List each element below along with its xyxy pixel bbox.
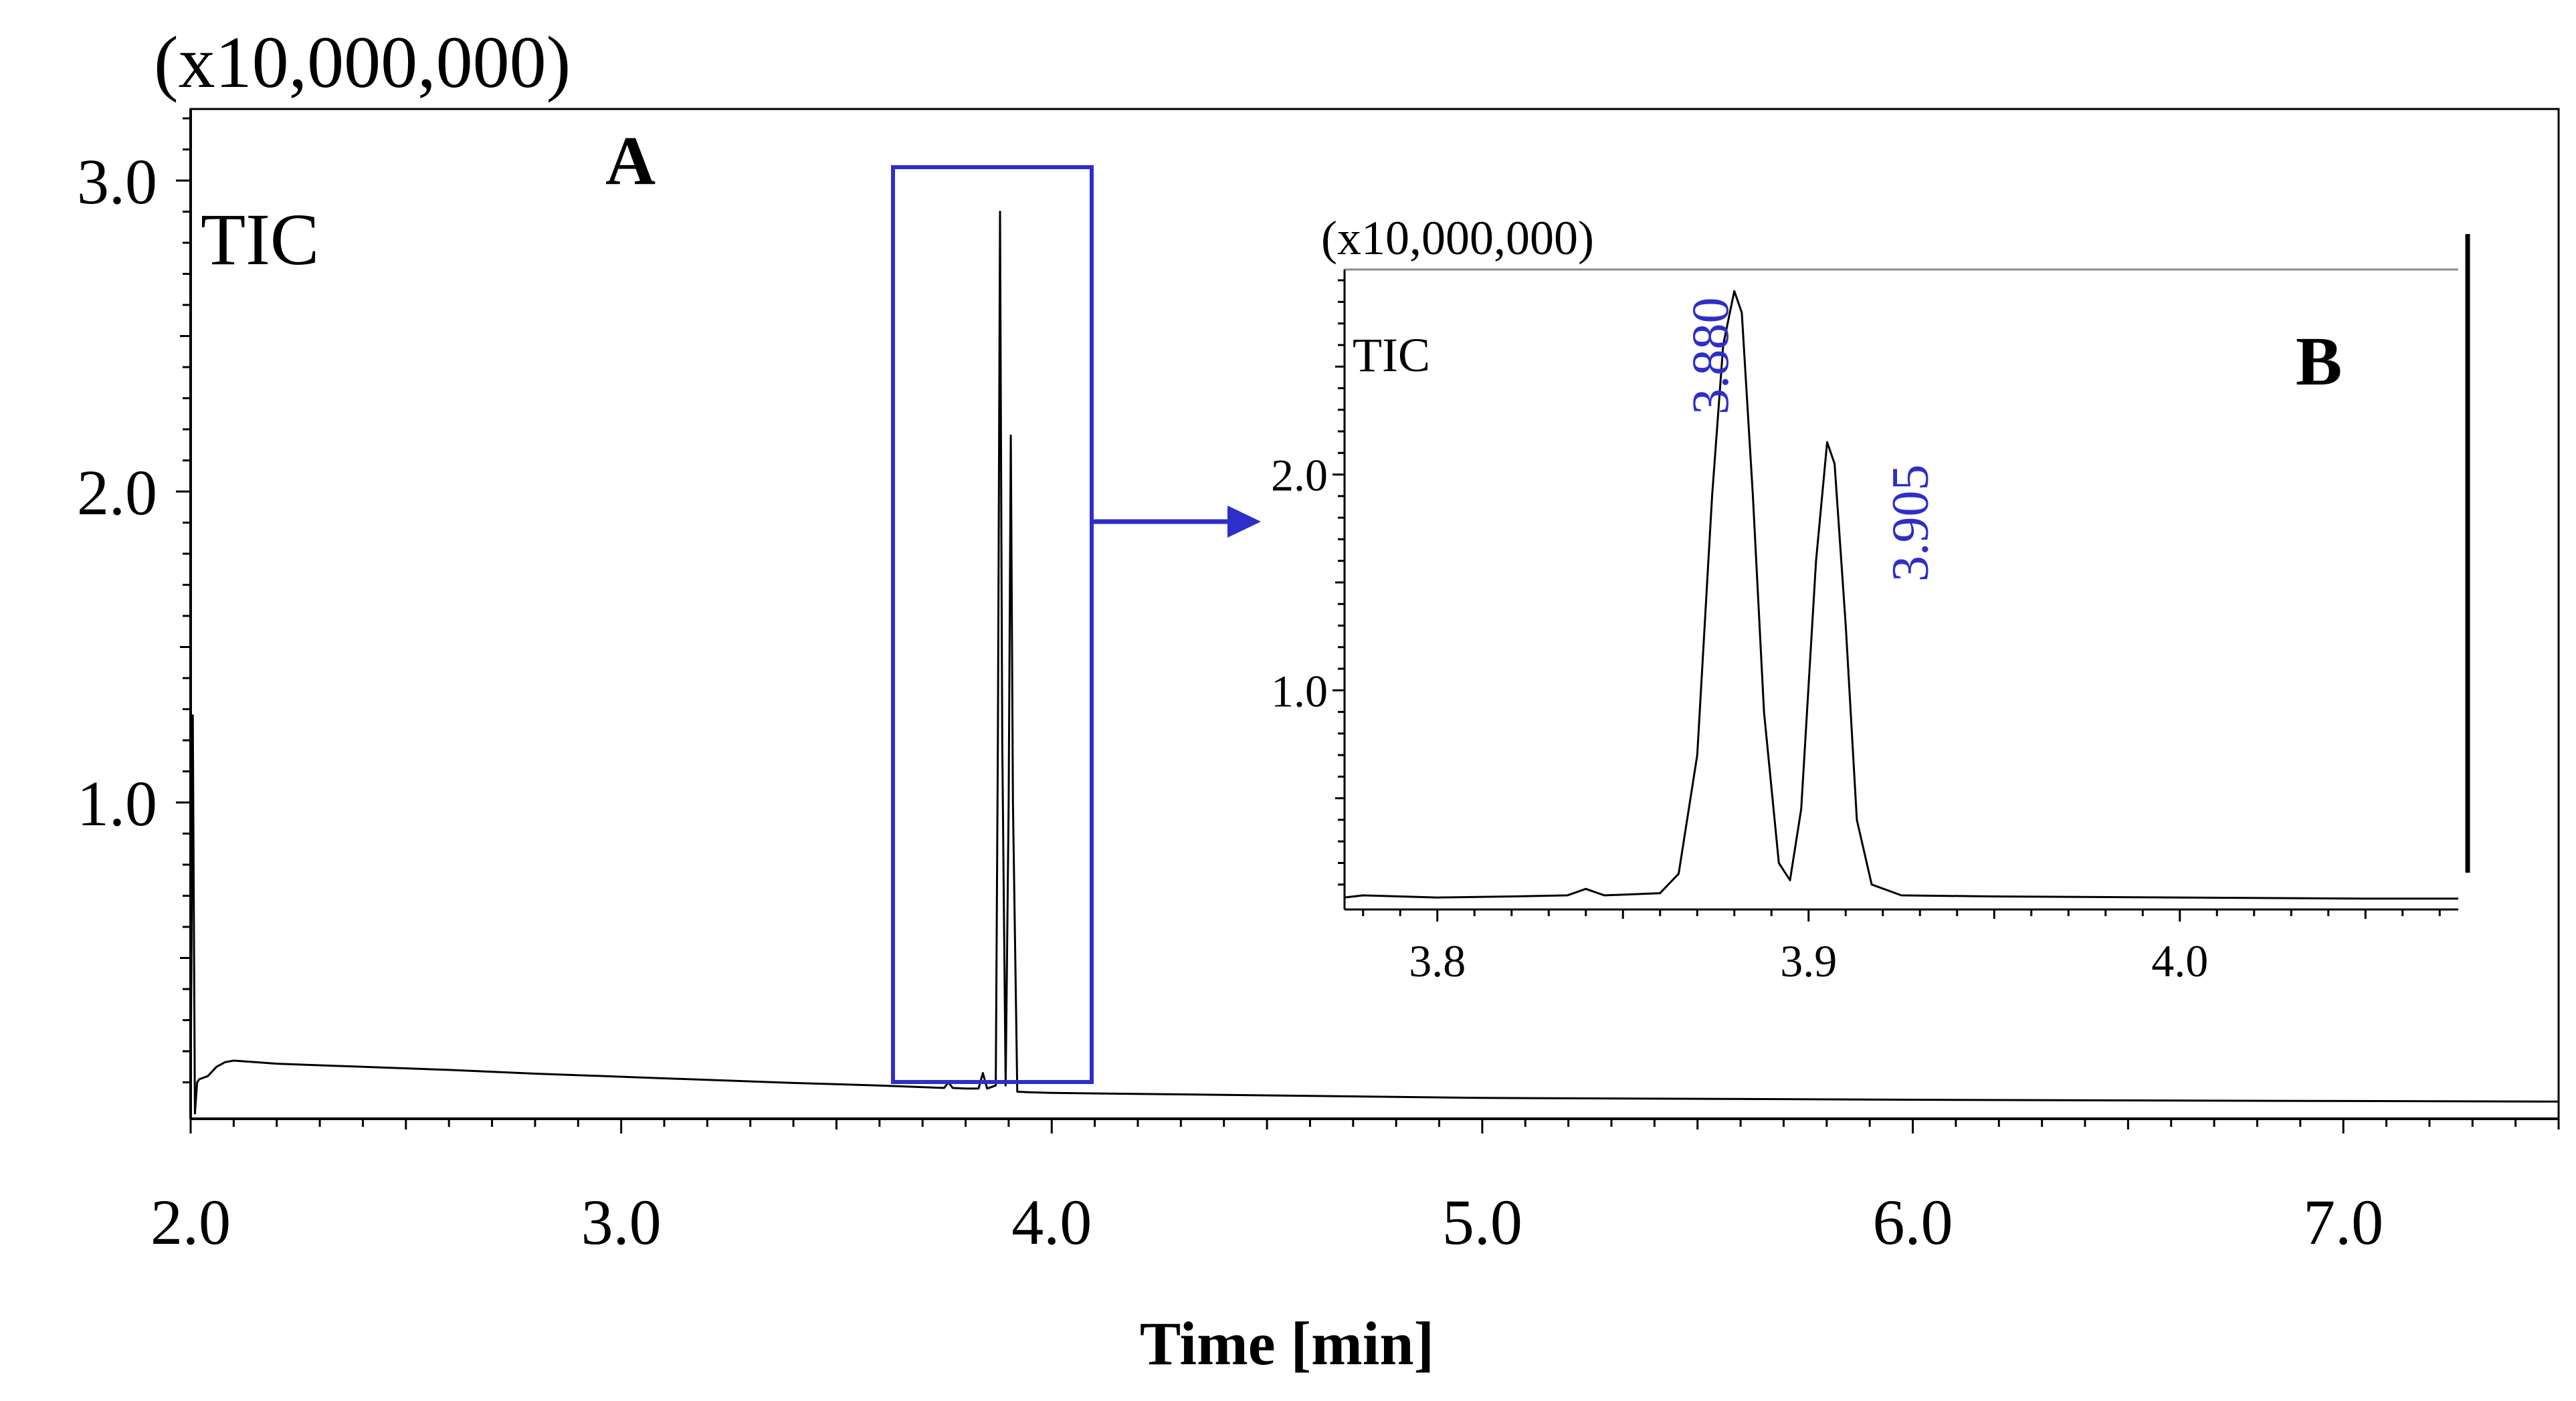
x-tick-label: 3.0 [581,1186,662,1258]
panel-a-x-ticks: 2.0 3.0 4.0 5.0 6.0 7.0 [151,1119,2560,1258]
x-tick-label: 7.0 [2303,1186,2383,1258]
panel-a-tic-trace [189,211,2559,1115]
panel-b-trace-label: TIC [1353,328,1430,382]
x-tick-label: 5.0 [1442,1186,1522,1258]
panel-a-label: A [605,122,656,199]
x-tick-label: 6.0 [1873,1186,1953,1258]
x-tick-label: 2.0 [151,1186,231,1258]
inset-x-tick-label: 3.9 [1780,936,1837,986]
zoom-highlight-box [891,165,1094,1084]
y-tick-label: 1.0 [77,768,157,839]
y-tick-label: 2.0 [77,457,157,528]
peak-label: 3.880 [1681,298,1739,415]
panel-a-multiplier-label: (x10,000,000) [154,21,571,103]
inset-x-tick-label: 3.8 [1409,936,1466,986]
x-tick-label: 4.0 [1011,1186,1092,1258]
panel-b-multiplier-label: (x10,000,000) [1321,211,1594,265]
panel-b: (x10,000,000) 3.8 3.9 4.0 1.0 2.0 TIC B 3.8… [1271,211,2470,986]
panel-a-x-axis-label: Time [min] [1140,1309,1434,1378]
zoom-arrow-head [1227,506,1261,538]
panel-a-trace-label: TIC [201,199,319,280]
panel-b-x-ticks: 3.8 3.9 4.0 [1362,909,2441,986]
inset-y-tick-label: 1.0 [1271,665,1328,716]
panel-b-peak-labels: 3.880 3.905 [1681,298,1939,582]
y-tick-label: 3.0 [77,146,157,217]
panel-a: (x10,000,000) 2.0 3.0 4.0 5.0 6.0 7.0 1.0 2.0 3… [77,21,2560,1378]
panel-b-label: B [2296,323,2342,400]
panel-b-y-ticks: 1.0 2.0 [1271,279,1345,886]
panel-a-y-ticks: 1.0 2.0 3.0 [77,117,191,1083]
inset-x-tick-label: 4.0 [2151,936,2208,986]
peak-label: 3.905 [1881,465,1939,582]
inset-y-tick-label: 2.0 [1271,450,1328,501]
panel-b-tic-trace [1344,290,2458,900]
